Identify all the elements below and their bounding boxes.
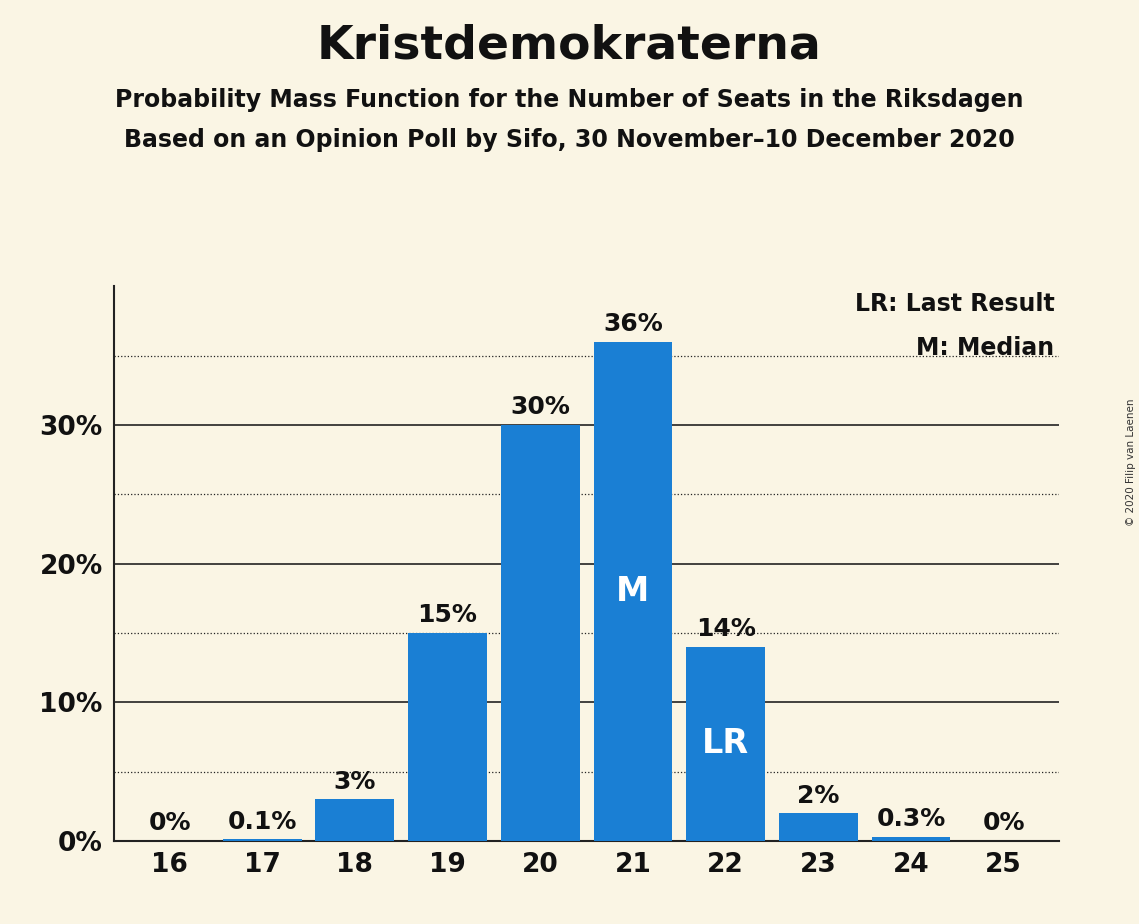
Text: M: M xyxy=(616,575,649,608)
Text: Kristdemokraterna: Kristdemokraterna xyxy=(317,23,822,68)
Text: Probability Mass Function for the Number of Seats in the Riksdagen: Probability Mass Function for the Number… xyxy=(115,88,1024,112)
Text: 36%: 36% xyxy=(603,312,663,336)
Bar xyxy=(686,647,765,841)
Text: 15%: 15% xyxy=(418,603,477,627)
Text: LR: LR xyxy=(702,727,749,760)
Text: 14%: 14% xyxy=(696,617,755,641)
Text: © 2020 Filip van Laenen: © 2020 Filip van Laenen xyxy=(1126,398,1136,526)
Bar xyxy=(779,813,858,841)
Text: 0%: 0% xyxy=(983,811,1025,835)
Text: LR: Last Result: LR: Last Result xyxy=(854,292,1055,316)
Bar xyxy=(593,342,672,841)
Bar xyxy=(223,839,302,841)
Text: Based on an Opinion Poll by Sifo, 30 November–10 December 2020: Based on an Opinion Poll by Sifo, 30 Nov… xyxy=(124,128,1015,152)
Text: 0%: 0% xyxy=(148,811,190,835)
Bar xyxy=(501,425,580,841)
Text: 0.3%: 0.3% xyxy=(876,808,945,832)
Bar xyxy=(408,633,487,841)
Text: 30%: 30% xyxy=(510,395,571,419)
Bar xyxy=(316,799,394,841)
Bar xyxy=(871,837,950,841)
Text: 3%: 3% xyxy=(334,770,376,794)
Text: 0.1%: 0.1% xyxy=(228,810,297,833)
Text: M: Median: M: Median xyxy=(917,336,1055,360)
Text: 2%: 2% xyxy=(797,784,839,808)
